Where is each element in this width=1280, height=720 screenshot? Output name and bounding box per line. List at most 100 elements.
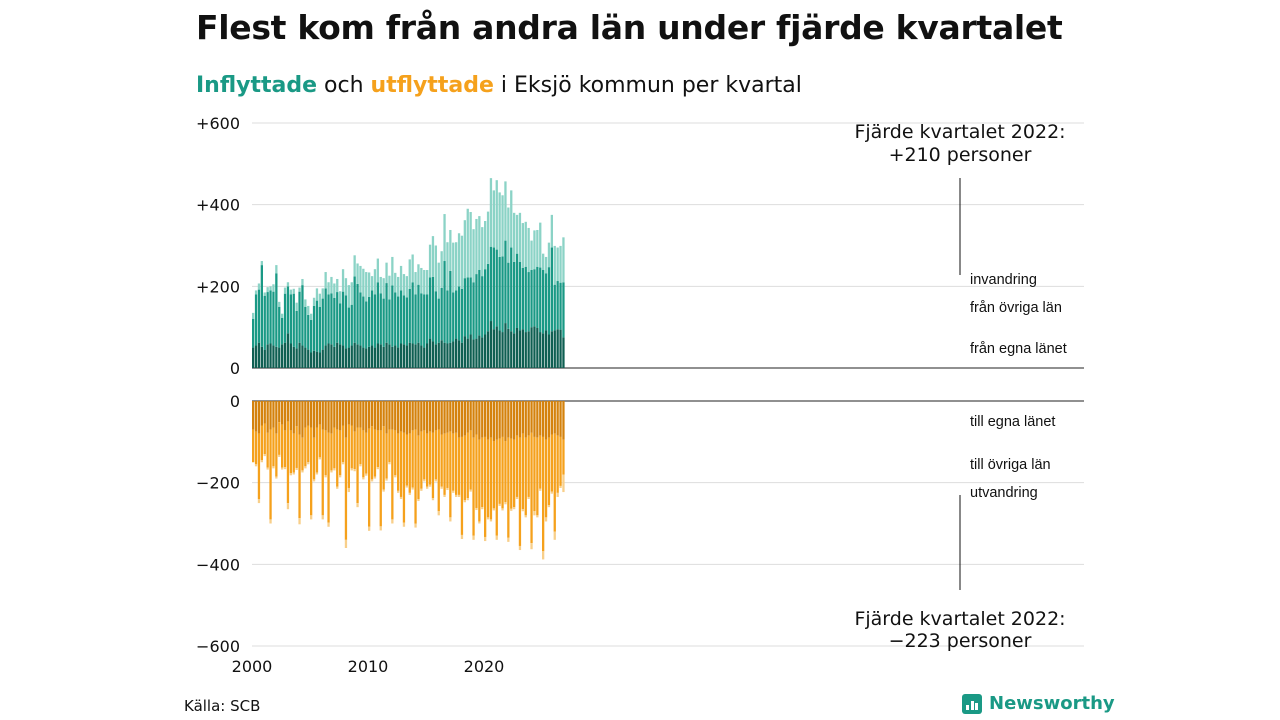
bar-in-other: [307, 314, 310, 350]
bar-out-emig: [379, 526, 382, 531]
bar-out-emig: [347, 487, 350, 493]
bar-out-emig: [423, 479, 426, 482]
bar-out-emig: [492, 508, 495, 511]
bar-out-own: [289, 401, 292, 431]
bar-in-other: [312, 305, 316, 351]
bar-in-immig: [495, 180, 498, 250]
bar-in-other: [362, 296, 365, 348]
bar-in-other: [481, 276, 484, 338]
bar-out-own: [521, 401, 524, 434]
bar-out-other: [510, 438, 513, 509]
bar-in-own: [486, 331, 490, 368]
bar-out-other: [556, 435, 559, 493]
bar-in-own: [423, 347, 426, 368]
bar-out-own: [330, 401, 333, 434]
bar-in-immig: [257, 283, 261, 290]
bar-in-own: [469, 334, 472, 368]
bar-out-own: [443, 401, 446, 434]
bar-in-own: [542, 333, 545, 368]
bar-out-other: [507, 437, 510, 538]
bar-in-own: [446, 343, 449, 368]
bar-in-other: [263, 295, 266, 350]
bar-in-other: [379, 293, 382, 345]
bar-out-own: [489, 401, 493, 438]
bar-in-other: [292, 293, 295, 347]
bar-out-other: [281, 424, 284, 468]
bar-out-other: [498, 438, 501, 504]
bar-out-emig: [399, 496, 403, 499]
bar-out-other: [431, 432, 435, 499]
bar-out-other: [559, 436, 562, 486]
bar-out-own: [460, 401, 464, 437]
bar-in-own: [397, 347, 400, 368]
bar-in-own: [269, 343, 272, 368]
bar-in-other: [559, 282, 562, 330]
bar-in-immig: [275, 265, 278, 274]
bar-out-other: [315, 427, 319, 473]
bar-in-own: [283, 342, 287, 368]
bar-in-other: [550, 247, 553, 332]
bar-in-own: [356, 344, 359, 368]
bar-out-own: [379, 401, 382, 431]
bar-out-emig: [495, 535, 498, 540]
bar-in-immig: [562, 237, 565, 283]
bar-in-other: [365, 301, 368, 349]
bar-in-immig: [553, 245, 556, 285]
bar-in-own: [553, 330, 556, 368]
bar-out-emig: [370, 479, 374, 482]
upper-y-tick-label: +400: [196, 196, 240, 215]
bar-out-other: [443, 433, 446, 495]
bar-in-other: [315, 300, 319, 352]
bar-out-own: [353, 401, 356, 432]
bar-out-emig: [353, 469, 356, 472]
bar-in-immig: [513, 212, 516, 262]
bar-out-other: [307, 425, 310, 463]
bar-in-own: [281, 344, 284, 368]
bar-out-emig: [382, 489, 385, 492]
bar-out-own: [350, 401, 353, 426]
bar-in-immig: [431, 236, 435, 277]
bar-out-emig: [350, 468, 353, 471]
bar-out-own: [321, 401, 324, 430]
bar-in-immig: [368, 272, 371, 297]
bar-in-other: [524, 266, 527, 333]
bar-out-emig: [327, 522, 330, 527]
bar-out-own: [301, 401, 304, 438]
bar-out-other: [272, 427, 275, 467]
bar-in-other: [266, 292, 269, 345]
bar-in-own: [318, 352, 321, 368]
x-tick-label: 2010: [348, 657, 389, 676]
bar-out-emig: [275, 476, 278, 479]
bar-in-immig: [446, 242, 449, 291]
bar-out-own: [524, 401, 527, 438]
bar-out-own: [495, 401, 498, 440]
bar-in-immig: [252, 312, 255, 319]
bar-out-emig: [391, 519, 394, 524]
bar-out-emig: [304, 466, 307, 469]
bar-in-other: [318, 306, 321, 353]
bar-out-other: [399, 431, 403, 497]
bar-out-emig: [336, 486, 339, 489]
bar-in-own: [298, 342, 301, 368]
bar-in-immig: [542, 253, 545, 270]
bar-out-other: [405, 434, 408, 486]
series-label-out-2: utvandring: [970, 485, 1038, 501]
bar-in-immig: [272, 284, 275, 292]
bar-in-immig: [492, 190, 495, 248]
bar-in-own: [411, 343, 414, 368]
bar-out-emig: [312, 479, 316, 482]
bar-in-immig: [521, 223, 524, 268]
bar-out-own: [542, 401, 545, 437]
bar-in-own: [556, 329, 559, 368]
bar-out-other: [524, 437, 527, 516]
bar-out-emig: [278, 454, 281, 457]
bar-out-emig: [359, 464, 362, 467]
bar-out-own: [362, 401, 365, 431]
bar-out-other: [373, 429, 377, 477]
bar-in-other: [492, 247, 495, 330]
bar-in-immig: [420, 267, 423, 294]
bar-out-other: [417, 435, 420, 499]
bar-in-own: [455, 338, 458, 368]
bar-out-other: [550, 434, 553, 492]
bar-out-emig: [295, 467, 298, 471]
